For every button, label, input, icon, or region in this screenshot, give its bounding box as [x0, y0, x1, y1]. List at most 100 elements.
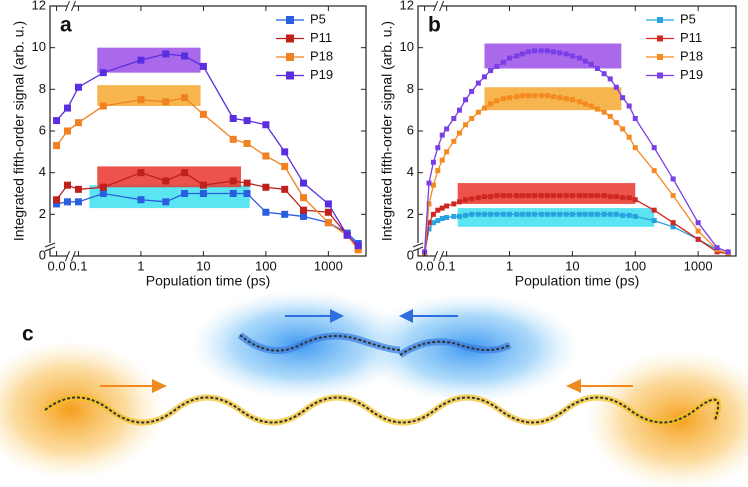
data-point — [607, 194, 613, 200]
y-axis-title: Integrated fifth-order signal (arb. u.) — [379, 21, 395, 241]
data-point — [281, 210, 289, 218]
data-point — [53, 196, 61, 204]
data-point — [588, 193, 594, 199]
data-point — [354, 242, 362, 250]
data-point — [563, 211, 569, 217]
data-point — [469, 88, 475, 94]
data-point — [577, 193, 583, 199]
data-point — [651, 145, 657, 151]
data-point — [229, 135, 237, 143]
data-point — [99, 183, 107, 191]
data-point — [430, 159, 436, 165]
data-point — [456, 199, 462, 205]
y-tick-label: 4 — [407, 164, 414, 179]
legend-label: P18 — [680, 48, 703, 63]
data-point — [544, 193, 550, 199]
data-point — [569, 211, 575, 217]
x-tick-label: 10 — [565, 258, 579, 273]
data-point — [550, 49, 556, 55]
data-point — [544, 48, 550, 54]
data-point — [475, 80, 481, 86]
data-point — [181, 169, 189, 177]
x-tick-label: 100 — [624, 258, 646, 273]
legend-label: P11 — [680, 30, 702, 45]
arrow — [285, 309, 344, 323]
data-point — [64, 127, 72, 135]
data-point — [243, 117, 251, 125]
data-point — [99, 102, 107, 110]
data-point — [494, 193, 500, 199]
data-point — [632, 197, 638, 203]
data-point — [519, 93, 525, 99]
data-point — [563, 193, 569, 199]
data-point — [519, 193, 525, 199]
data-point — [53, 142, 61, 150]
data-point — [324, 219, 332, 227]
data-point — [229, 190, 237, 197]
series-line — [56, 171, 359, 249]
data-point — [714, 245, 720, 251]
data-point — [243, 190, 251, 197]
data-point — [525, 211, 531, 217]
data-point — [525, 49, 531, 55]
range-band — [97, 85, 201, 106]
data-point — [481, 105, 487, 111]
data-point — [577, 55, 583, 61]
data-point — [544, 93, 550, 99]
data-point — [181, 190, 189, 197]
y-tick-label: 8 — [407, 81, 414, 96]
x-tick-label: 0.1 — [69, 258, 87, 273]
data-point — [300, 194, 308, 202]
data-point — [550, 211, 556, 217]
data-point — [532, 93, 538, 99]
arrow — [566, 379, 633, 393]
series-line — [56, 192, 359, 244]
data-point — [475, 109, 481, 115]
data-point — [577, 211, 583, 217]
series-line — [56, 53, 359, 247]
data-point — [601, 71, 607, 77]
y-tick-label: 12 — [400, 0, 414, 12]
legend-marker — [286, 34, 294, 43]
data-point — [444, 214, 450, 220]
data-point — [500, 96, 506, 102]
data-point — [588, 211, 594, 217]
x-axis-title: Population time (ps) — [515, 273, 640, 289]
data-point — [439, 132, 445, 138]
data-point — [456, 107, 462, 113]
data-point — [439, 216, 445, 221]
data-point — [444, 149, 450, 155]
y-axis-title: Integrated fifth-order signal (arb. u.) — [11, 21, 27, 241]
data-point — [626, 103, 632, 109]
data-point — [494, 98, 500, 104]
data-point — [613, 211, 619, 217]
y-tick-label: 2 — [407, 206, 414, 221]
data-point — [162, 50, 170, 58]
legend-label: P19 — [310, 67, 333, 82]
data-point — [53, 200, 61, 208]
illustration: c — [0, 290, 748, 487]
axis-break — [435, 253, 442, 259]
data-point — [64, 104, 72, 112]
data-point — [538, 211, 544, 217]
x-tick-label: 10 — [196, 258, 210, 273]
panel-label: c — [22, 323, 34, 346]
data-point — [670, 224, 676, 230]
data-point — [463, 122, 469, 128]
data-point — [262, 208, 270, 216]
arrow — [100, 379, 167, 393]
axis-break — [67, 253, 74, 259]
data-point — [426, 180, 432, 186]
data-point — [281, 148, 289, 156]
data-point — [463, 97, 469, 103]
data-point — [632, 145, 638, 151]
chain — [44, 396, 720, 424]
data-point — [613, 120, 619, 126]
y-tick-label: 6 — [39, 122, 46, 137]
axis-break — [65, 0, 76, 12]
axis-break — [47, 243, 53, 249]
data-point — [507, 211, 513, 217]
data-point — [695, 228, 701, 234]
data-point — [281, 185, 289, 193]
legend-marker — [286, 16, 294, 24]
